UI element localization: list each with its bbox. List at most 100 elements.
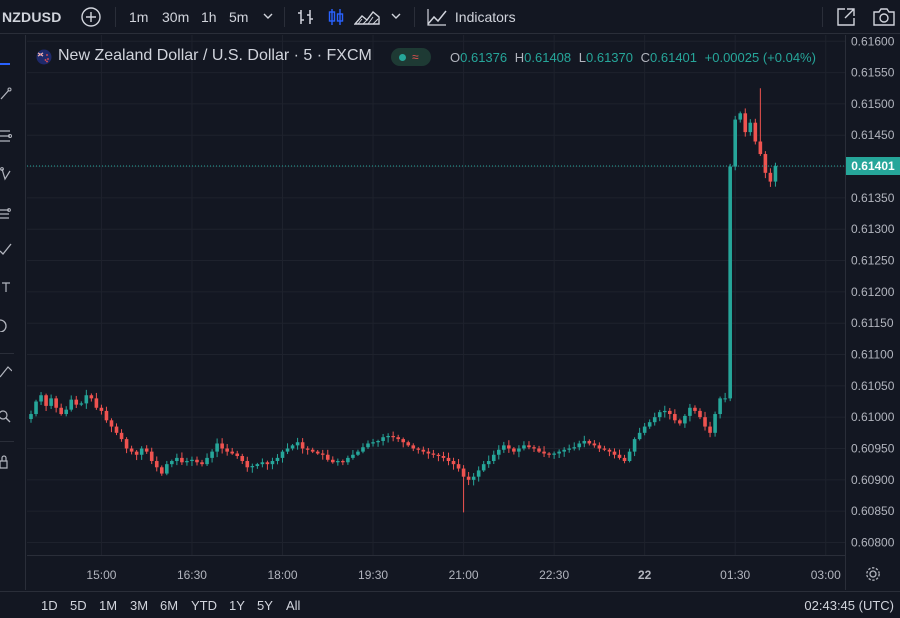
candle-body xyxy=(592,443,597,446)
candle-body xyxy=(341,461,345,463)
price-tick-label: 0.61200 xyxy=(851,285,895,299)
candle-body xyxy=(200,462,204,465)
toolbar-divider xyxy=(414,7,415,27)
nz-flag-icon xyxy=(36,49,52,65)
fib-tool-icon[interactable] xyxy=(0,129,12,143)
candle-body xyxy=(441,456,446,458)
candle-body xyxy=(743,113,748,133)
high-value: 0.61408 xyxy=(524,50,572,65)
bottom-toolbar: 1D 5D 1M 3M 6M YTD 1Y 5Y All 02:43:45 (U… xyxy=(0,591,900,618)
candle-body xyxy=(44,395,48,406)
candle-body xyxy=(612,451,617,455)
time-tick-label: 21:00 xyxy=(449,568,479,582)
gear-icon xyxy=(866,567,880,581)
symbol-search-button[interactable]: NZDUSD xyxy=(2,9,62,25)
price-chart[interactable] xyxy=(27,35,845,555)
candle-body xyxy=(119,432,124,440)
candle-body xyxy=(451,461,456,465)
candle-body xyxy=(617,454,622,458)
candle-body xyxy=(361,447,365,452)
price-axis[interactable]: 0.616000.615500.615000.614500.614000.613… xyxy=(845,34,900,590)
candle-body xyxy=(733,119,737,167)
candle-body xyxy=(114,426,119,433)
candle-body xyxy=(376,440,380,443)
range-all-button[interactable]: All xyxy=(286,598,301,613)
candle-body xyxy=(657,412,662,418)
lock-tool-icon[interactable] xyxy=(0,455,12,469)
timeframe-1m-button[interactable]: 1m xyxy=(129,9,149,25)
fullscreen-button[interactable] xyxy=(836,0,856,34)
trend-line-tool-icon[interactable] xyxy=(0,87,12,101)
candle-body xyxy=(270,461,275,465)
utc-clock[interactable]: 02:43:45 (UTC) xyxy=(804,598,894,613)
candle-body xyxy=(175,457,179,462)
snapshot-button[interactable] xyxy=(872,0,896,34)
range-6m-button[interactable]: 6M xyxy=(160,598,179,613)
candle-body xyxy=(170,461,174,465)
text-tool-icon[interactable] xyxy=(0,280,12,294)
area-chart-type-button[interactable] xyxy=(353,0,380,34)
range-5y-button[interactable]: 5Y xyxy=(257,598,273,613)
candle-body xyxy=(557,451,561,454)
open-value: 0.61376 xyxy=(460,50,508,65)
candle-body xyxy=(567,448,572,450)
candle-body xyxy=(225,448,229,452)
toolbar-divider xyxy=(115,7,116,27)
low-key: L xyxy=(578,50,586,65)
candle-body xyxy=(587,440,592,444)
candle-body xyxy=(708,426,712,433)
candle-body xyxy=(471,476,476,480)
current-price-label: 0.61401 xyxy=(846,156,900,175)
chevron-down-icon xyxy=(391,13,401,19)
toolbar-divider xyxy=(284,7,285,27)
price-tick-label: 0.60900 xyxy=(851,473,895,487)
candle-body xyxy=(668,410,672,415)
candle-body xyxy=(421,449,426,452)
chart-pane[interactable] xyxy=(27,35,845,555)
timeframe-dropdown-button[interactable] xyxy=(262,0,274,34)
candle-body xyxy=(753,122,758,142)
candles-chart-type-button[interactable] xyxy=(326,0,346,34)
candle-body xyxy=(622,457,627,462)
candle-body xyxy=(154,461,159,468)
candle-body xyxy=(104,410,109,421)
prediction-tool-icon[interactable] xyxy=(0,207,12,221)
range-ytd-button[interactable]: YTD xyxy=(191,598,217,613)
candle-body xyxy=(336,461,340,463)
range-5d-button[interactable]: 5D xyxy=(70,598,87,613)
open-external-icon xyxy=(837,8,855,26)
market-status-pill[interactable]: ≈ xyxy=(391,48,431,66)
zoom-tool-icon[interactable] xyxy=(0,409,12,423)
drawing-toolbar xyxy=(0,35,26,590)
candle-body xyxy=(180,457,184,463)
candle-body xyxy=(446,457,451,462)
compare-symbol-button[interactable] xyxy=(80,0,102,34)
change-value: +0.00025 (+0.04%) xyxy=(704,50,816,65)
indicators-button[interactable]: Indicators xyxy=(426,0,516,34)
candle-body xyxy=(491,454,496,462)
measure-tool-icon[interactable] xyxy=(0,365,12,379)
indicators-label: Indicators xyxy=(454,9,516,25)
bar-chart-type-button[interactable] xyxy=(296,0,316,34)
range-1d-button[interactable]: 1D xyxy=(41,598,58,613)
range-1m-button[interactable]: 1M xyxy=(99,598,118,613)
candle-body xyxy=(144,448,149,452)
range-3m-button[interactable]: 3M xyxy=(130,598,149,613)
range-1y-button[interactable]: 1Y xyxy=(229,598,245,613)
timeframe-30m-button[interactable]: 30m xyxy=(162,9,190,25)
pattern-tool-icon[interactable] xyxy=(0,167,12,181)
brush-tool-icon[interactable] xyxy=(0,242,12,256)
candle-body xyxy=(346,457,350,463)
timeframe-1h-button[interactable]: 1h xyxy=(201,9,217,25)
market-open-dot xyxy=(399,54,406,61)
time-axis[interactable]: 15:00 16:30 18:00 19:30 21:00 22:30 22 01:30 03:… xyxy=(27,555,845,590)
timeframe-5m-button[interactable]: 5m xyxy=(229,9,249,25)
chart-type-dropdown-button[interactable] xyxy=(390,0,402,34)
emoji-tool-icon[interactable] xyxy=(0,318,10,332)
candle-body xyxy=(59,407,63,415)
candle-body xyxy=(210,451,214,458)
price-tick-label: 0.61100 xyxy=(851,348,894,362)
candle-body xyxy=(542,451,546,454)
candle-body xyxy=(94,398,99,408)
chart-settings-button[interactable] xyxy=(865,566,881,582)
